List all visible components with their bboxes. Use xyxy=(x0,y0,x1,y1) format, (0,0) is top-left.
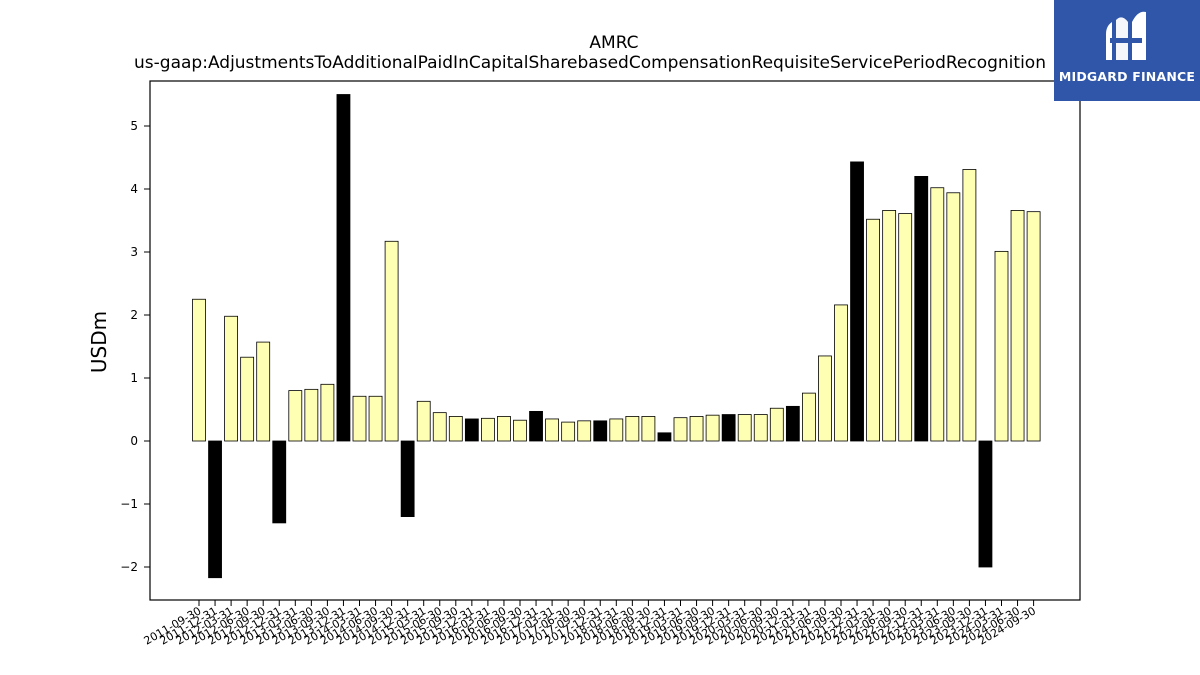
bar-2015-12-31 xyxy=(464,418,479,442)
y-ticks-group: −2 −1 0 1 2 3 4 5 xyxy=(120,119,150,574)
bar-2020-09-30 xyxy=(769,407,784,442)
bar-2021-09-30 xyxy=(834,304,848,442)
bar-2024-03-31 xyxy=(994,250,1009,442)
bar-2018-09-30 xyxy=(641,416,656,442)
bar-2019-09-30 xyxy=(705,414,720,442)
y-tick-label: 4 xyxy=(130,182,138,196)
bar-2017-06-30 xyxy=(561,421,576,442)
bar-2023-12-31 xyxy=(978,440,993,568)
bar-2015-06-30 xyxy=(432,412,447,442)
bar-2011-09-30 xyxy=(192,298,206,442)
bar-2014-12-31 xyxy=(400,440,415,517)
bar-2016-12-31 xyxy=(529,410,543,442)
y-tick-label: −2 xyxy=(120,560,138,574)
bar-2012-06-30 xyxy=(240,356,255,442)
bar-2023-03-31 xyxy=(930,187,945,442)
bar-2018-03-31 xyxy=(609,418,624,442)
bar-2016-06-30 xyxy=(497,416,511,442)
bar-2022-06-30 xyxy=(882,210,897,442)
bar-2020-12-31 xyxy=(785,405,800,442)
bar-2012-12-31 xyxy=(272,440,287,524)
x-ticks-group: 2011-09-302011-12-312012-03-312012-06-30… xyxy=(142,600,1038,648)
bar-2013-12-31 xyxy=(336,94,351,442)
midgard-finance-logo: MIDGARD FINANCE xyxy=(1054,0,1200,101)
bar-2014-03-31 xyxy=(352,395,367,442)
y-tick-label: −1 xyxy=(120,497,138,511)
y-axis-label: USDm xyxy=(87,311,111,373)
bar-2013-03-31 xyxy=(288,390,303,442)
chart-title: AMRC xyxy=(589,33,638,53)
bar-2012-03-31 xyxy=(224,315,239,442)
bar-2019-03-31 xyxy=(673,417,688,442)
bar-2023-06-30 xyxy=(946,192,961,442)
bar-2014-09-30 xyxy=(384,240,399,442)
chart-subtitle: us-gaap:AdjustmentsToAdditionalPaidInCap… xyxy=(134,53,1046,73)
bar-2013-06-30 xyxy=(304,388,319,442)
bar-2023-09-30 xyxy=(962,169,977,442)
bar-2012-09-30 xyxy=(256,341,271,442)
bar-2019-06-30 xyxy=(689,416,704,442)
bar-2022-12-31 xyxy=(914,175,929,442)
bar-2015-03-31 xyxy=(416,400,431,442)
bar-2021-06-30 xyxy=(818,355,832,442)
bar-2022-09-30 xyxy=(898,213,913,442)
bar-2017-03-31 xyxy=(545,418,559,442)
bar-2022-03-31 xyxy=(866,218,880,442)
bar-2014-06-30 xyxy=(368,395,383,442)
bar-2019-12-31 xyxy=(721,414,736,442)
bar-2020-06-30 xyxy=(753,414,768,442)
bar-2011-12-31 xyxy=(208,440,222,579)
bar-2013-09-30 xyxy=(320,383,335,442)
bar-2024-09-30 xyxy=(1026,211,1041,442)
plot-frame xyxy=(149,80,1081,601)
y-tick-label: 1 xyxy=(130,371,138,385)
bar-2016-09-30 xyxy=(513,419,527,442)
midgard-logo-icon xyxy=(1106,11,1146,60)
logo-text: MIDGARD FINANCE xyxy=(1058,69,1196,84)
bar-2015-09-30 xyxy=(448,416,463,442)
bar-2020-03-31 xyxy=(737,414,752,442)
y-tick-label: 3 xyxy=(130,245,138,259)
bars-group xyxy=(192,94,1041,579)
bar-2021-12-31 xyxy=(850,161,864,442)
bar-2024-06-30 xyxy=(1010,210,1025,442)
bar-2018-12-31 xyxy=(657,432,672,442)
y-tick-label: 0 xyxy=(130,434,138,448)
bar-2017-12-31 xyxy=(593,420,608,442)
bar-2016-03-31 xyxy=(480,417,495,442)
bar-2021-03-31 xyxy=(802,392,816,442)
bar-2018-06-30 xyxy=(625,416,640,442)
y-tick-label: 5 xyxy=(130,119,138,133)
y-tick-label: 2 xyxy=(130,308,138,322)
bar-2017-09-30 xyxy=(577,420,592,442)
